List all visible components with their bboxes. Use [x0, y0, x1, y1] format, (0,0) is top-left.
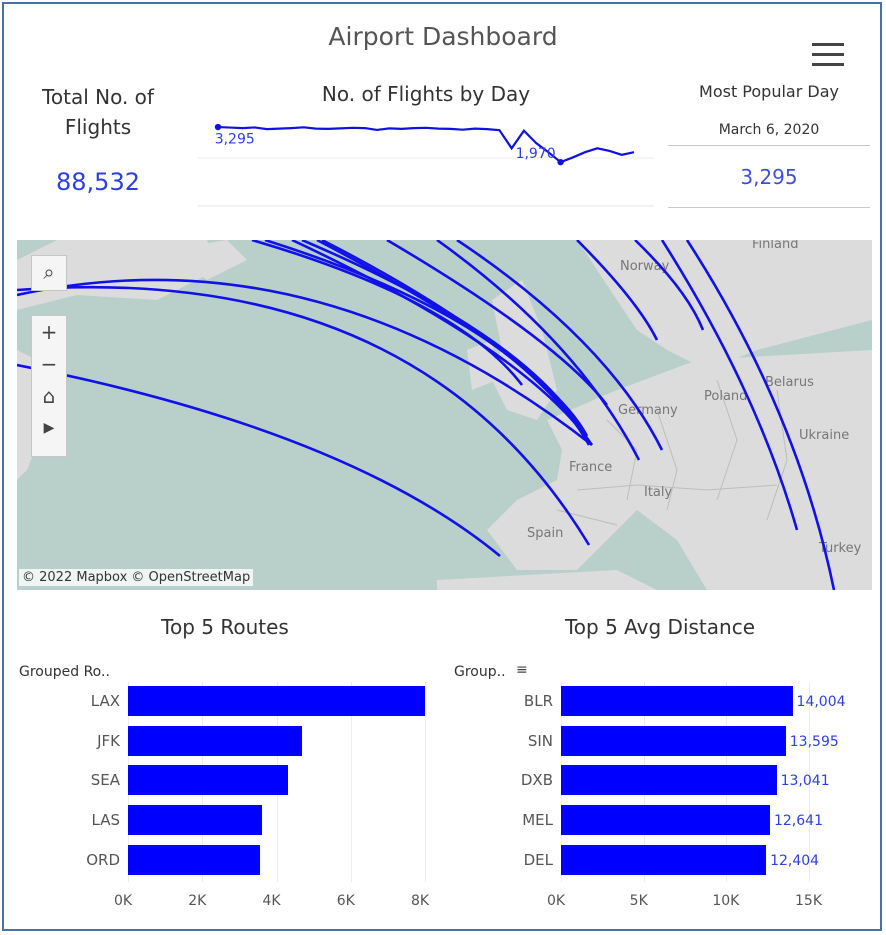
bar-value-label: 13,041: [780, 773, 830, 790]
sparkline-line: [217, 125, 635, 164]
flights-by-day-sparkline[interactable]: 3,295 1,970: [198, 118, 654, 210]
routes-chart-title: Top 5 Routes: [161, 615, 289, 639]
map-label: Ukraine: [799, 428, 849, 443]
flight-arc: [321, 240, 591, 446]
land-scandinavia: [577, 240, 872, 370]
country-borders: [556, 379, 788, 526]
search-icon[interactable]: ⌕: [43, 260, 55, 284]
bar-value-label: 12,404: [770, 852, 820, 869]
map-canvas[interactable]: Finland Norway Belarus Poland Germany Uk…: [17, 240, 872, 590]
bar[interactable]: [128, 686, 425, 716]
flight-arc: [634, 240, 705, 331]
land-greenland: [17, 240, 217, 310]
map-label: Belarus: [765, 375, 814, 390]
map-search-control[interactable]: ⌕: [31, 255, 67, 291]
map-label: France: [569, 460, 612, 475]
flight-arcs: [17, 240, 836, 590]
bar[interactable]: [561, 686, 793, 716]
gridline: [350, 682, 352, 882]
bar[interactable]: [561, 725, 786, 756]
bar[interactable]: [561, 844, 767, 875]
map-label: Turkey: [818, 541, 862, 556]
bar[interactable]: [128, 725, 303, 756]
category-label[interactable]: DEL: [523, 850, 553, 869]
x-tick-label: 8K: [411, 893, 430, 909]
x-tick-label: 10K: [712, 893, 740, 909]
land-uk: [487, 280, 557, 420]
land-north-africa: [437, 570, 657, 590]
divider: [668, 207, 870, 208]
bar[interactable]: [128, 765, 288, 796]
sparkline-max-label: 3,295: [215, 131, 255, 147]
bar[interactable]: [128, 805, 262, 836]
category-label[interactable]: LAX: [90, 692, 120, 710]
x-tick-label: 15K: [795, 893, 822, 909]
flight-arc: [291, 240, 594, 446]
flight-arc: [17, 363, 501, 558]
gridline: [425, 682, 426, 882]
map-attribution[interactable]: © 2022 Mapbox © OpenStreetMap: [19, 569, 254, 586]
bar-value-label: 13,595: [789, 733, 839, 750]
menu-icon[interactable]: [812, 43, 844, 69]
x-tick-label: 4K: [262, 893, 281, 909]
kpi-value: 88,532: [56, 168, 140, 196]
flight-arc: [17, 285, 591, 546]
land-europe: [487, 350, 872, 590]
zoom-in-icon[interactable]: +: [40, 320, 58, 344]
category-label[interactable]: BLR: [523, 692, 553, 710]
bar[interactable]: [561, 765, 777, 796]
map-zoom-controls[interactable]: + − ⌂ ▶: [31, 315, 67, 457]
zoom-out-icon[interactable]: −: [40, 352, 58, 376]
flight-arc: [456, 240, 664, 451]
bar-value-label: 12,641: [773, 813, 823, 830]
sparkline-max-point: [214, 123, 222, 131]
x-tick-label: 5K: [629, 893, 648, 909]
category-label[interactable]: MEL: [522, 811, 553, 830]
flight-routes-map[interactable]: Finland Norway Belarus Poland Germany Uk…: [17, 240, 872, 590]
routes-axis-header[interactable]: Grouped Ro..: [19, 664, 110, 680]
divider: [668, 145, 870, 146]
bar[interactable]: [128, 844, 260, 875]
distance-chart-title: Top 5 Avg Distance: [564, 615, 756, 639]
sparkline-min-point: [557, 158, 564, 166]
bar[interactable]: [561, 805, 770, 836]
map-label: Germany: [618, 403, 678, 418]
x-tick-label: 0K: [547, 893, 566, 909]
sparkline-min-label: 1,970: [516, 146, 556, 162]
most-popular-value: 3,295: [740, 165, 798, 189]
home-icon[interactable]: ⌂: [42, 384, 56, 408]
most-popular-date: March 6, 2020: [718, 122, 820, 138]
category-label[interactable]: LAS: [91, 811, 120, 830]
land-iceland: [167, 240, 247, 280]
page-title: Airport Dashboard: [328, 22, 558, 51]
map-label: Italy: [644, 485, 673, 500]
flight-arc: [576, 240, 659, 341]
x-tick-label: 0K: [114, 893, 133, 909]
flight-arc: [436, 240, 641, 461]
x-tick-label: 2K: [188, 893, 207, 909]
sort-icon[interactable]: ≡: [516, 662, 528, 678]
category-label[interactable]: JFK: [97, 731, 120, 750]
map-label: Poland: [704, 389, 747, 404]
play-icon[interactable]: ▶: [43, 420, 55, 436]
map-label: Spain: [527, 526, 563, 541]
map-label: Finland: [752, 240, 798, 252]
kpi-label: Total No. of Flights: [42, 85, 154, 139]
flight-arc: [685, 240, 836, 590]
category-label[interactable]: SIN: [527, 731, 553, 750]
sparkline-title: No. of Flights by Day: [321, 82, 531, 106]
flight-arc: [17, 278, 593, 447]
gridline: [809, 682, 810, 882]
x-tick-label: 6K: [336, 893, 355, 909]
bar-value-label: 14,004: [796, 694, 846, 710]
category-label[interactable]: SEA: [90, 771, 120, 790]
category-label[interactable]: ORD: [86, 850, 120, 869]
flight-arc: [660, 240, 799, 531]
distance-axis-header[interactable]: Group..: [454, 664, 506, 680]
category-label[interactable]: DXB: [520, 771, 553, 790]
most-popular-title: Most Popular Day: [699, 82, 839, 101]
